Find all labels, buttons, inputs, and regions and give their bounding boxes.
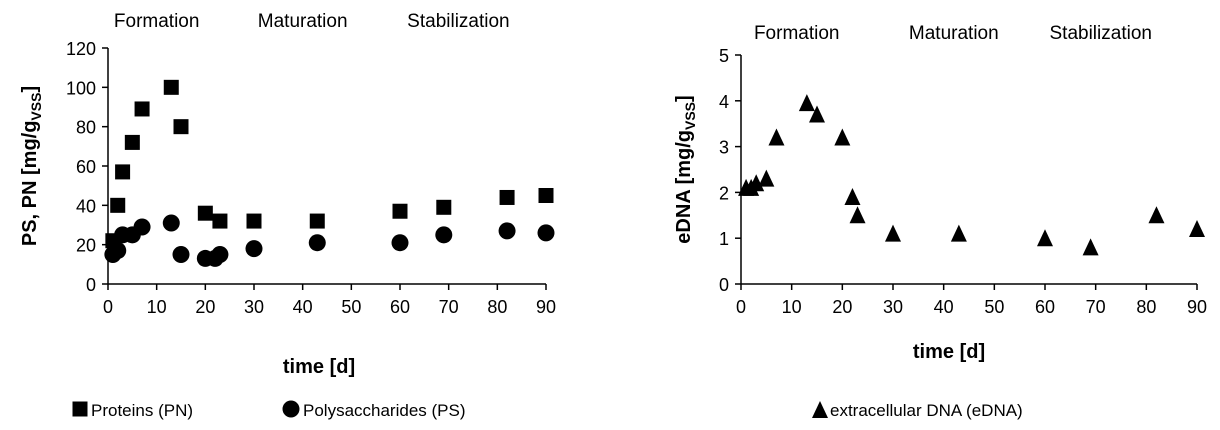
series-square bbox=[105, 79, 554, 249]
legend-marker-square bbox=[72, 401, 88, 417]
x-tick-label: 90 bbox=[1187, 297, 1207, 317]
data-point-triangle bbox=[950, 224, 967, 242]
data-point-circle bbox=[537, 224, 555, 242]
phase-label: Maturation bbox=[909, 23, 999, 44]
data-point-circle bbox=[172, 246, 190, 263]
data-point-square bbox=[499, 189, 515, 205]
y-axis-title: eDNA [mg/gVSS] bbox=[673, 95, 698, 243]
phase-label: Formation bbox=[754, 23, 840, 44]
x-tick-label: 30 bbox=[883, 297, 903, 317]
data-point-square bbox=[115, 164, 131, 180]
x-tick-label: 50 bbox=[341, 297, 361, 317]
data-point-triangle bbox=[1189, 220, 1205, 238]
x-tick-label: 0 bbox=[103, 297, 113, 317]
data-point-triangle bbox=[758, 169, 775, 187]
data-point-triangle bbox=[1148, 206, 1165, 224]
x-tick-label: 90 bbox=[536, 297, 556, 317]
y-tick-label: 40 bbox=[76, 196, 96, 216]
x-tick-label: 80 bbox=[1136, 297, 1156, 317]
y-tick-label: 2 bbox=[719, 183, 729, 203]
x-axis-title: time [d] bbox=[283, 356, 355, 378]
phase-label: Maturation bbox=[258, 11, 348, 32]
data-point-square bbox=[173, 119, 189, 135]
chart-ps-pn: 0 20 40 60 80 100 120 0 10 20 30 40 50 60 70 80 90 time [… bbox=[19, 11, 556, 378]
legend-label: Proteins (PN) bbox=[91, 401, 193, 420]
phase-label: Stabilization bbox=[407, 11, 509, 32]
data-point-triangle bbox=[834, 128, 851, 146]
x-tick-label: 0 bbox=[736, 297, 746, 317]
data-point-triangle bbox=[885, 224, 901, 242]
x-tick-label: 50 bbox=[984, 297, 1004, 317]
x-tick-label: 10 bbox=[147, 297, 167, 317]
x-tick-label: 60 bbox=[390, 297, 410, 317]
data-point-circle bbox=[133, 218, 151, 236]
data-point-triangle bbox=[844, 187, 861, 205]
data-point-square bbox=[163, 79, 179, 95]
data-point-triangle bbox=[1037, 229, 1053, 247]
y-tick-label: 20 bbox=[76, 236, 96, 256]
x-tick-label: 80 bbox=[487, 297, 507, 317]
legend: Proteins (PN) Polysaccharides (PS) extrace… bbox=[72, 400, 1023, 420]
legend-marker-circle bbox=[282, 400, 300, 418]
data-point-circle bbox=[245, 240, 263, 258]
data-point-triangle bbox=[798, 94, 815, 112]
y-tick-label: 60 bbox=[76, 157, 96, 177]
x-tick-label: 20 bbox=[195, 297, 215, 317]
x-tick-label: 40 bbox=[934, 297, 954, 317]
phase-label: Formation bbox=[114, 11, 200, 32]
legend-label: Polysaccharides (PS) bbox=[303, 401, 466, 420]
x-tick-label: 10 bbox=[782, 297, 802, 317]
x-tick-label: 20 bbox=[832, 297, 852, 317]
y-tick-label: 0 bbox=[86, 275, 96, 295]
data-point-circle bbox=[435, 226, 453, 244]
data-point-triangle bbox=[748, 174, 765, 192]
data-point-square bbox=[436, 199, 452, 215]
data-point-square bbox=[246, 213, 262, 229]
y-axis-title: PS, PN [mg/gVSS] bbox=[19, 86, 44, 246]
x-tick-label: 70 bbox=[439, 297, 459, 317]
x-tick-label: 30 bbox=[244, 297, 264, 317]
series-circle bbox=[104, 214, 555, 267]
data-point-square bbox=[392, 203, 408, 219]
x-tick-label: 40 bbox=[293, 297, 313, 317]
data-point-circle bbox=[391, 234, 409, 252]
data-point-triangle bbox=[849, 206, 866, 224]
data-point-triangle bbox=[768, 128, 785, 146]
legend-label: extracellular DNA (eDNA) bbox=[830, 401, 1023, 420]
series-triangle bbox=[738, 94, 1205, 256]
y-tick-label: 100 bbox=[66, 78, 96, 98]
data-point-square bbox=[134, 101, 150, 117]
y-tick-label: 80 bbox=[76, 118, 96, 138]
data-point-square bbox=[212, 213, 228, 229]
data-point-square bbox=[110, 197, 126, 213]
data-point-square bbox=[538, 188, 554, 203]
y-tick-label: 5 bbox=[719, 46, 729, 66]
data-point-circle bbox=[109, 242, 127, 260]
data-point-triangle bbox=[809, 105, 825, 123]
x-axis-title: time [d] bbox=[913, 341, 985, 363]
x-tick-label: 70 bbox=[1086, 297, 1106, 317]
y-tick-label: 120 bbox=[66, 39, 96, 59]
data-point-circle bbox=[162, 214, 180, 232]
y-tick-label: 4 bbox=[719, 92, 729, 112]
data-point-circle bbox=[308, 234, 326, 252]
data-point-triangle bbox=[1082, 238, 1099, 256]
data-point-square bbox=[309, 213, 325, 229]
data-point-circle bbox=[211, 246, 229, 263]
data-point-circle bbox=[498, 222, 516, 240]
data-point-square bbox=[124, 134, 140, 150]
y-tick-label: 0 bbox=[719, 275, 729, 295]
y-tick-label: 1 bbox=[719, 229, 729, 249]
data-point-square bbox=[197, 205, 213, 221]
phase-label: Stabilization bbox=[1050, 23, 1152, 44]
y-tick-label: 3 bbox=[719, 138, 729, 158]
x-tick-label: 60 bbox=[1035, 297, 1055, 317]
legend-marker-triangle bbox=[812, 401, 828, 418]
